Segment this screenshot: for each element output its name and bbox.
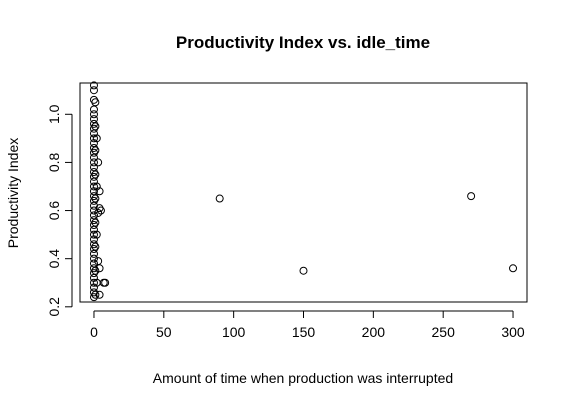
data-point xyxy=(94,208,103,217)
x-tick-label: 250 xyxy=(432,324,456,340)
chart-title: Productivity Index vs. idle_time xyxy=(176,33,430,52)
data-point xyxy=(92,182,101,191)
data-point xyxy=(101,278,110,287)
data-point xyxy=(91,242,100,251)
data-point xyxy=(299,266,308,275)
y-tick-label: 0.2 xyxy=(46,297,62,317)
x-tick-label: 150 xyxy=(292,324,316,340)
data-point xyxy=(92,230,101,239)
data-point xyxy=(215,194,224,203)
data-point xyxy=(89,254,98,263)
data-point xyxy=(89,110,98,119)
x-tick-label: 300 xyxy=(501,324,525,340)
data-point xyxy=(89,134,98,143)
data-point xyxy=(91,218,100,227)
data-point xyxy=(91,266,100,275)
data-point xyxy=(89,158,98,167)
x-axis-label: Amount of time when production was inter… xyxy=(153,370,453,386)
data-point xyxy=(96,206,105,215)
x-tick-label: 100 xyxy=(222,324,246,340)
data-point xyxy=(91,290,100,299)
data-point xyxy=(94,257,103,266)
data-point xyxy=(89,182,98,191)
data-point xyxy=(509,264,518,273)
data-point xyxy=(95,290,104,299)
data-point xyxy=(91,170,100,179)
x-tick-label: 200 xyxy=(362,324,386,340)
data-point xyxy=(89,86,98,95)
data-point xyxy=(89,278,98,287)
y-tick-label: 0.8 xyxy=(46,152,62,172)
x-axis: 0 50 100 150 200 250 300 xyxy=(90,310,525,340)
data-point xyxy=(95,264,104,273)
data-point xyxy=(91,98,100,107)
data-point xyxy=(89,105,98,114)
data-point xyxy=(91,194,100,203)
data-points xyxy=(89,81,518,302)
data-point xyxy=(89,81,98,90)
data-point xyxy=(467,192,476,201)
y-tick-label: 0.4 xyxy=(46,249,62,269)
plot-frame xyxy=(79,82,528,303)
data-point xyxy=(91,146,100,155)
data-point xyxy=(91,122,100,131)
data-point xyxy=(89,230,98,239)
data-point xyxy=(94,158,103,167)
x-tick-label: 50 xyxy=(156,324,172,340)
data-point xyxy=(92,134,101,143)
data-point xyxy=(95,187,104,196)
y-axis: 0.2 0.4 0.6 0.8 1.0 xyxy=(46,104,73,317)
y-tick-label: 0.6 xyxy=(46,201,62,221)
y-tick-label: 1.0 xyxy=(46,104,62,124)
x-tick-label: 0 xyxy=(90,324,98,340)
y-axis-label: Productivity Index xyxy=(5,138,21,249)
